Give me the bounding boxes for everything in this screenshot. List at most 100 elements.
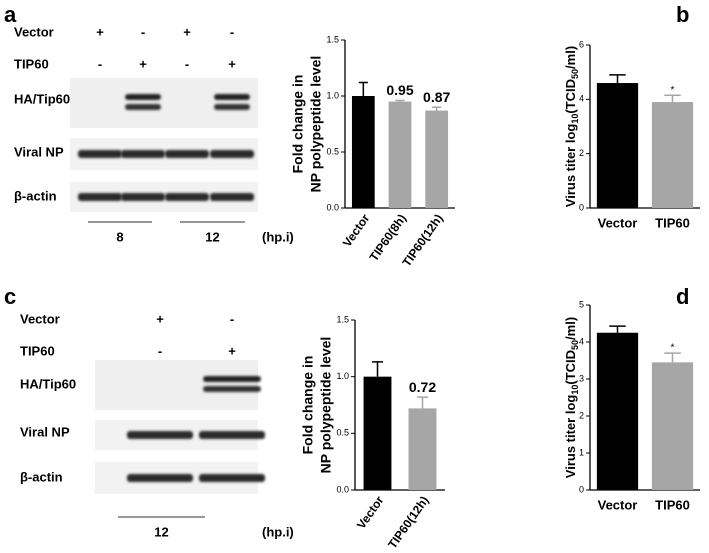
sign: + <box>156 311 164 326</box>
band-label: Viral NP <box>20 424 70 439</box>
y-tick-label: 0.0 <box>326 202 339 212</box>
blot-background <box>95 360 258 410</box>
error-bar <box>664 94 681 103</box>
y-tick-label: 6 <box>579 39 584 49</box>
band <box>121 193 165 201</box>
y-axis-label-part: Virus titer log <box>563 395 578 479</box>
y-axis-label-part: 10 <box>570 385 580 395</box>
y-tick-label: 0.5 <box>326 146 339 156</box>
band-label: β-actin <box>14 188 57 203</box>
y-tick-label: 4 <box>579 336 584 346</box>
band <box>78 150 122 158</box>
timepoint-label: 12 <box>205 229 219 244</box>
y-axis-label: Virus titer log10(TCID50/ml) <box>563 317 580 478</box>
bar <box>596 83 639 208</box>
error-bar <box>432 106 442 111</box>
x-tick-label: Vector <box>598 215 638 230</box>
y-tick-label: 0 <box>579 202 584 212</box>
band <box>165 150 209 158</box>
band <box>210 193 254 201</box>
band <box>125 104 161 110</box>
sign: - <box>158 343 162 358</box>
y-tick-label: 0 <box>579 484 584 494</box>
y-axis-label-part: 50 <box>570 69 580 79</box>
y-tick-label: 1.5 <box>336 314 349 324</box>
y-tick-label: 1 <box>579 447 584 457</box>
y-axis-label-part: (TCID <box>563 79 578 114</box>
panel-label: c <box>4 284 16 309</box>
y-tick-label: 1.5 <box>326 34 339 44</box>
y-tick-label: 4 <box>579 94 584 104</box>
sign: + <box>96 24 104 39</box>
y-axis-label: Virus titer log10(TCID50/ml) <box>563 46 580 207</box>
x-tick-label: TIP60(12h) <box>385 494 431 552</box>
y-tick-label: 2 <box>579 148 584 158</box>
panel-label: a <box>4 2 17 27</box>
value-label: 0.95 <box>386 82 413 98</box>
error-bar <box>371 361 384 377</box>
x-tick-label: Vector <box>354 493 387 531</box>
blot-background <box>70 78 258 128</box>
y-tick-label: 3 <box>579 373 584 383</box>
y-tick-label: 0.5 <box>336 428 349 438</box>
sign: + <box>228 56 236 71</box>
row-label: TIP60 <box>20 343 55 358</box>
error-bar <box>664 352 681 363</box>
row-label: Vector <box>14 24 54 39</box>
timepoint-label: 12 <box>154 524 168 539</box>
panel-label: d <box>676 284 689 309</box>
bar <box>651 362 694 490</box>
row-label: Vector <box>20 311 60 326</box>
band-label: HA/Tip60 <box>20 376 76 391</box>
bar <box>388 101 412 208</box>
sign: - <box>230 311 234 326</box>
band <box>203 376 261 382</box>
error-bar <box>358 81 368 96</box>
band <box>125 94 161 100</box>
y-axis-label-part: Virus titer log <box>563 124 578 208</box>
value-label: 0.72 <box>409 379 436 395</box>
y-axis-label: NP polypeptide level <box>318 337 334 474</box>
row-label: TIP60 <box>14 56 49 71</box>
band <box>199 474 265 482</box>
sign: + <box>228 343 236 358</box>
band-label: HA/Tip60 <box>14 91 70 106</box>
y-axis-label: Fold change in <box>290 75 306 174</box>
x-tick-label: TIP60 <box>655 215 690 230</box>
band <box>121 150 165 158</box>
band <box>165 193 209 201</box>
sign: + <box>139 56 147 71</box>
y-tick-label: 5 <box>579 299 584 309</box>
y-axis-label-part: /ml) <box>563 46 578 69</box>
unit-label: (hp.i) <box>262 524 294 539</box>
x-tick-label: Vector <box>598 497 638 512</box>
sign: - <box>98 56 102 71</box>
y-axis-label: Fold change in <box>300 356 316 455</box>
y-axis-label-part: 50 <box>570 340 580 350</box>
value-label: 0.87 <box>423 89 450 105</box>
band <box>127 474 193 482</box>
band <box>199 431 265 439</box>
bar <box>351 96 375 208</box>
bar <box>363 376 392 490</box>
bar <box>408 408 437 490</box>
y-tick-label: 1.0 <box>336 371 349 381</box>
bar <box>651 102 694 208</box>
y-tick-label: 2 <box>579 410 584 420</box>
bar <box>425 110 449 208</box>
y-axis-label: NP polypeptide level <box>308 56 324 193</box>
x-tick-label: Vector <box>340 211 373 249</box>
band-label: Viral NP <box>14 144 64 159</box>
annotation: * <box>671 343 675 354</box>
y-tick-label: 1.0 <box>326 90 339 100</box>
band <box>210 150 254 158</box>
sign: - <box>141 24 145 39</box>
y-tick-label: 0.0 <box>336 484 349 494</box>
error-bar <box>416 396 429 409</box>
unit-label: (hp.i) <box>262 229 294 244</box>
band <box>214 104 250 110</box>
sign: + <box>183 24 191 39</box>
panel-label: b <box>676 2 689 27</box>
y-axis-label-part: /ml) <box>563 317 578 340</box>
y-axis-label-part: 10 <box>570 114 580 124</box>
